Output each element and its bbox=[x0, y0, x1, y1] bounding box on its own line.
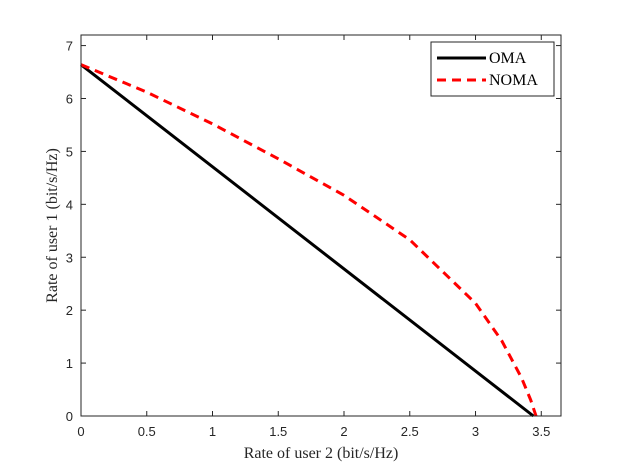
x-tick-label: 1.5 bbox=[269, 424, 287, 439]
x-tick-label: 1 bbox=[209, 424, 216, 439]
legend-label-oma: OMA bbox=[489, 50, 527, 67]
y-axis-label: Rate of user 1 (bit/s/Hz) bbox=[44, 148, 61, 303]
legend-box bbox=[430, 41, 555, 97]
y-tick-label: 7 bbox=[66, 39, 73, 54]
y-tick-label: 3 bbox=[66, 250, 73, 265]
x-tick-label: 3.5 bbox=[532, 424, 550, 439]
y-tick-label: 5 bbox=[66, 144, 73, 159]
x-axis-ticks: 0 0.5 1 1.5 2 2.5 3 3.5 bbox=[77, 35, 550, 439]
x-tick-label: 0.5 bbox=[138, 424, 156, 439]
y-tick-label: 1 bbox=[66, 356, 73, 371]
x-tick-label: 2 bbox=[340, 424, 347, 439]
y-tick-label: 0 bbox=[66, 409, 73, 424]
x-tick-label: 0 bbox=[77, 424, 84, 439]
series-line-noma bbox=[80, 63, 538, 417]
y-tick-label: 4 bbox=[66, 197, 73, 212]
legend-label-noma: NOMA bbox=[489, 72, 538, 89]
series-line-oma bbox=[80, 63, 535, 418]
y-axis-ticks: 0 1 2 3 4 5 6 7 bbox=[66, 39, 561, 424]
x-axis-label: Rate of user 2 (bit/s/Hz) bbox=[244, 445, 399, 462]
axes-box bbox=[80, 34, 562, 417]
x-tick-label: 2.5 bbox=[401, 424, 419, 439]
plot-series bbox=[80, 63, 538, 418]
legend: OMA NOMA bbox=[430, 41, 555, 97]
y-tick-label: 2 bbox=[66, 303, 73, 318]
x-tick-label: 3 bbox=[472, 424, 479, 439]
y-tick-label: 6 bbox=[66, 92, 73, 107]
